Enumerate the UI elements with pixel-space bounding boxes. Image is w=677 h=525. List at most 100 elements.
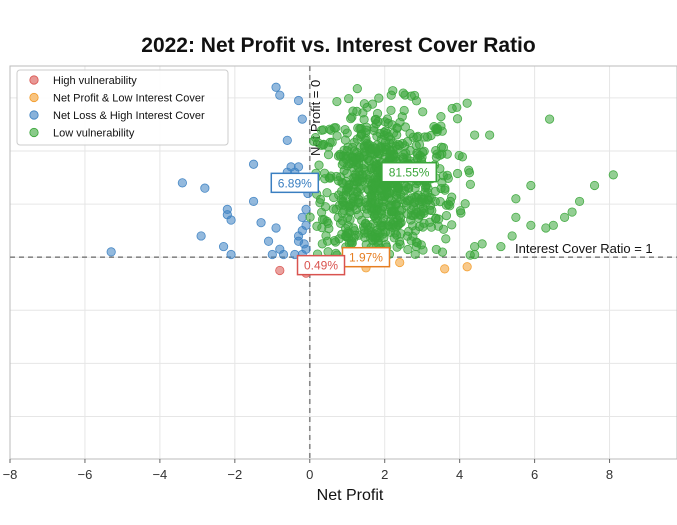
legend-label: Low vulnerability xyxy=(53,128,135,140)
point-low-vulnerability xyxy=(329,235,340,246)
point-low-vulnerability xyxy=(367,99,378,109)
point-low-vulnerability xyxy=(410,249,420,260)
point-low-vulnerability xyxy=(367,232,378,242)
point-low-vulnerability xyxy=(369,211,379,221)
point-net-loss-high-interest-cover xyxy=(297,114,307,124)
point-low-vulnerability xyxy=(419,206,429,216)
x-tick-label: 8 xyxy=(606,467,613,482)
point-low-vulnerability xyxy=(365,222,375,232)
point-low-vulnerability xyxy=(392,242,402,252)
point-low-vulnerability xyxy=(367,194,378,204)
legend-frame xyxy=(16,69,229,146)
point-net-loss-high-interest-cover xyxy=(177,178,187,188)
point-low-vulnerability xyxy=(352,84,362,94)
point-low-vulnerability xyxy=(399,192,409,202)
point-low-vulnerability xyxy=(317,207,327,217)
point-low-vulnerability xyxy=(411,96,422,106)
point-low-vulnerability xyxy=(443,173,453,183)
point-low-vulnerability xyxy=(357,215,367,225)
point-low-vulnerability xyxy=(385,153,395,163)
point-low-vulnerability xyxy=(323,142,333,152)
point-low-vulnerability xyxy=(567,207,577,217)
point-low-vulnerability xyxy=(589,180,600,191)
point-low-vulnerability xyxy=(431,152,441,162)
legend-label: High vulnerability xyxy=(53,75,137,87)
point-net-profit-low-interest-cover xyxy=(395,257,405,268)
plot-frame xyxy=(9,65,677,460)
point-net-loss-high-interest-cover xyxy=(282,135,292,145)
point-low-vulnerability xyxy=(337,229,347,239)
point-low-vulnerability xyxy=(544,114,555,124)
point-low-vulnerability xyxy=(345,215,355,225)
point-low-vulnerability xyxy=(359,141,369,151)
x-tick-label: 0 xyxy=(306,467,313,482)
legend-label: Net Profit & Low Interest Cover xyxy=(53,93,205,105)
point-low-vulnerability xyxy=(414,221,425,232)
point-low-vulnerability xyxy=(333,151,344,161)
point-low-vulnerability xyxy=(346,236,357,246)
point-low-vulnerability xyxy=(431,213,441,223)
point-low-vulnerability xyxy=(470,130,480,140)
point-low-vulnerability xyxy=(608,170,618,180)
point-low-vulnerability xyxy=(403,209,413,219)
annotation-box xyxy=(381,161,438,183)
point-net-loss-high-interest-cover xyxy=(271,223,281,233)
point-low-vulnerability xyxy=(452,102,462,112)
point-low-vulnerability xyxy=(312,221,322,231)
point-low-vulnerability xyxy=(399,149,409,159)
point-low-vulnerability xyxy=(326,171,336,181)
point-low-vulnerability xyxy=(392,123,402,133)
point-low-vulnerability xyxy=(507,231,517,241)
point-low-vulnerability xyxy=(431,244,441,255)
annotation-0-49pct: 0.49% xyxy=(296,254,346,276)
legend-item: Low vulnerability xyxy=(29,127,135,140)
point-low-vulnerability xyxy=(412,238,422,248)
annotation-6-89pct: 6.89% xyxy=(270,172,320,194)
point-low-vulnerability xyxy=(342,146,352,156)
point-low-vulnerability xyxy=(452,114,463,124)
point-low-vulnerability xyxy=(465,250,475,260)
point-low-vulnerability xyxy=(386,105,396,115)
point-low-vulnerability xyxy=(372,108,383,119)
point-low-vulnerability xyxy=(511,194,521,204)
point-low-vulnerability xyxy=(344,93,354,104)
point-low-vulnerability xyxy=(423,188,433,198)
point-net-loss-high-interest-cover xyxy=(278,249,289,260)
point-low-vulnerability xyxy=(392,193,402,204)
annotation-81-55pct: 81.55% xyxy=(381,161,438,183)
point-net-loss-high-interest-cover xyxy=(293,162,304,172)
point-low-vulnerability xyxy=(441,234,451,244)
point-low-vulnerability xyxy=(397,112,407,122)
point-net-profit-low-interest-cover xyxy=(462,262,472,272)
point-low-vulnerability xyxy=(358,108,368,118)
point-low-vulnerability xyxy=(305,212,315,222)
point-low-vulnerability xyxy=(511,212,521,222)
point-low-vulnerability xyxy=(316,125,327,135)
point-low-vulnerability xyxy=(337,208,347,218)
point-low-vulnerability xyxy=(485,130,495,140)
legend-marker xyxy=(29,92,39,103)
point-low-vulnerability xyxy=(341,154,351,164)
legend: High vulnerability Net Profit & Low Inter… xyxy=(16,69,229,146)
point-low-vulnerability xyxy=(340,124,350,135)
point-net-loss-high-interest-cover xyxy=(256,218,266,228)
point-low-vulnerability xyxy=(379,130,390,140)
point-net-loss-high-interest-cover xyxy=(218,241,229,252)
annotation-box xyxy=(296,254,346,276)
annotations-layer: 81.55% 6.89% 1.97% 0.49% xyxy=(270,161,438,276)
point-net-loss-high-interest-cover xyxy=(301,220,311,230)
point-low-vulnerability xyxy=(323,150,334,160)
legend-marker xyxy=(29,127,39,138)
point-net-loss-high-interest-cover xyxy=(248,159,259,169)
x-tick-label: 4 xyxy=(456,467,463,482)
point-net-loss-high-interest-cover xyxy=(226,249,236,260)
point-low-vulnerability xyxy=(441,211,452,221)
point-net-loss-high-interest-cover xyxy=(248,196,259,207)
annotation-label: 6.89% xyxy=(278,176,312,190)
point-low-vulnerability xyxy=(314,160,324,170)
point-low-vulnerability xyxy=(388,86,398,96)
point-low-vulnerability xyxy=(322,216,332,226)
legend-item: Net Profit & Low Interest Cover xyxy=(29,92,205,105)
point-low-vulnerability xyxy=(426,130,436,141)
point-net-loss-high-interest-cover xyxy=(275,90,285,100)
